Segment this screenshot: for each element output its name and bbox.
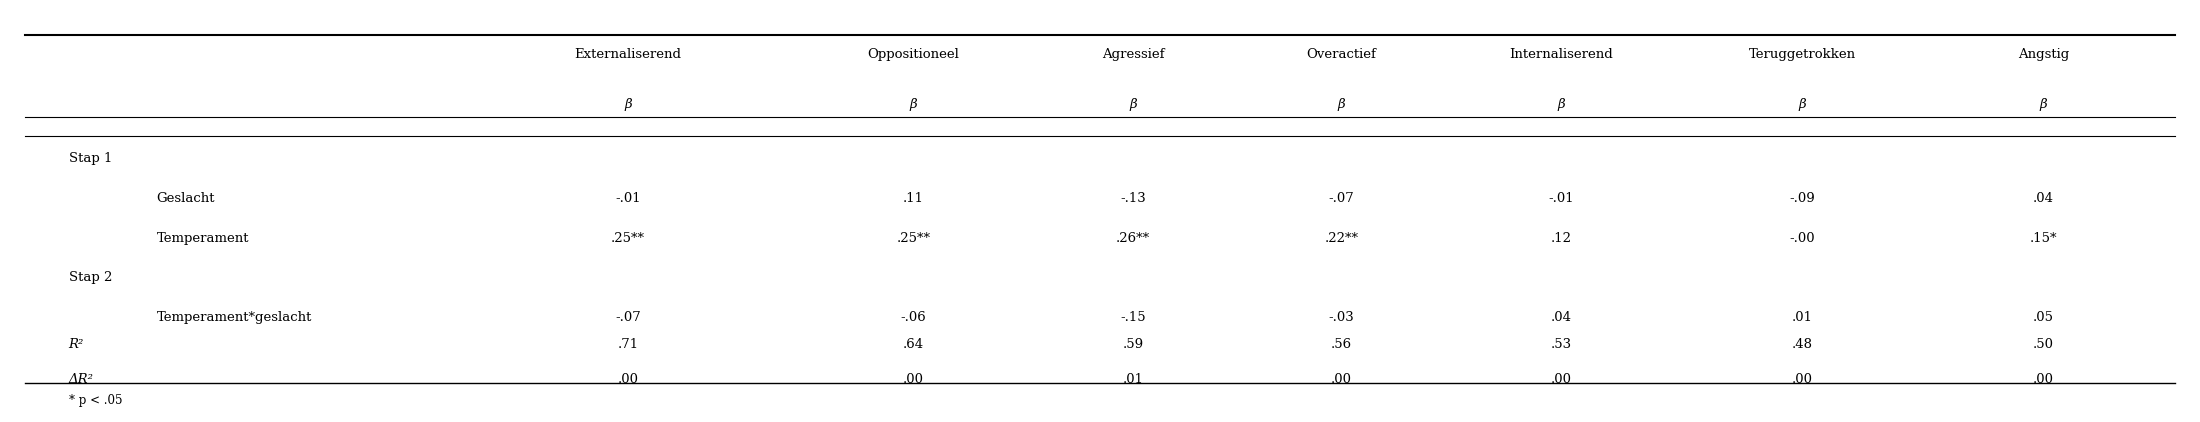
Text: Internaliserend: Internaliserend [1509,48,1613,61]
Text: -.01: -.01 [616,192,640,205]
Text: .53: .53 [1551,338,1571,352]
Text: -.06: -.06 [900,311,926,325]
Text: .59: .59 [1122,338,1144,352]
Text: .11: .11 [902,192,924,205]
Text: .00: .00 [1791,373,1813,386]
Text: Stap 1: Stap 1 [68,152,112,165]
Text: β: β [1797,97,1806,111]
Text: -.13: -.13 [1120,192,1146,205]
Text: β: β [909,97,917,111]
Text: .22**: .22** [1324,232,1357,245]
Text: β: β [1338,97,1344,111]
Text: Teruggetrokken: Teruggetrokken [1749,48,1857,61]
Text: .04: .04 [1551,311,1571,325]
Text: .48: .48 [1791,338,1813,352]
Text: β: β [2039,97,2048,111]
Text: Geslacht: Geslacht [156,192,216,205]
Text: .00: .00 [902,373,924,386]
Text: Stap 2: Stap 2 [68,271,112,284]
Text: .15*: .15* [2031,232,2057,245]
Text: .00: .00 [1331,373,1351,386]
Text: -.07: -.07 [616,311,640,325]
Text: Temperament*geslacht: Temperament*geslacht [156,311,312,325]
Text: .01: .01 [1122,373,1144,386]
Text: .12: .12 [1551,232,1571,245]
Text: .25**: .25** [895,232,931,245]
Text: .64: .64 [902,338,924,352]
Text: .26**: .26** [1115,232,1151,245]
Text: Overactief: Overactief [1307,48,1377,61]
Text: β: β [1558,97,1564,111]
Text: -.15: -.15 [1120,311,1146,325]
Text: .50: .50 [2033,338,2055,352]
Text: -.01: -.01 [1549,192,1573,205]
Text: .01: .01 [1791,311,1813,325]
Text: β: β [625,97,631,111]
Text: .71: .71 [618,338,638,352]
Text: .25**: .25** [612,232,645,245]
Text: Externaliserend: Externaliserend [574,48,682,61]
Text: β: β [1129,97,1137,111]
Text: Angstig: Angstig [2017,48,2070,61]
Text: .05: .05 [2033,311,2055,325]
Text: Oppositioneel: Oppositioneel [867,48,959,61]
Text: R²: R² [68,338,84,352]
Text: -.03: -.03 [1329,311,1355,325]
Text: .56: .56 [1331,338,1353,352]
Text: -.09: -.09 [1789,192,1815,205]
Text: * p < .05: * p < .05 [68,394,123,407]
Text: Temperament: Temperament [156,232,249,245]
Text: ΔR²: ΔR² [68,373,95,386]
Text: -.07: -.07 [1329,192,1355,205]
Text: .04: .04 [2033,192,2055,205]
Text: .00: .00 [2033,373,2055,386]
Text: .00: .00 [1551,373,1571,386]
Text: Agressief: Agressief [1102,48,1164,61]
Text: -.00: -.00 [1789,232,1815,245]
Text: .00: .00 [618,373,638,386]
